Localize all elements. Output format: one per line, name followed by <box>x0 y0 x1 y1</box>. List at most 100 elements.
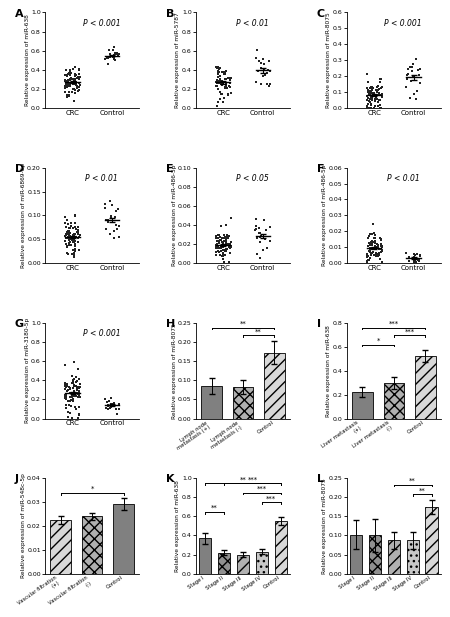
Bar <box>113 504 134 574</box>
Point <box>255 56 262 66</box>
Point <box>252 222 260 231</box>
Point <box>114 51 122 60</box>
Point <box>217 74 224 84</box>
Point <box>63 90 70 100</box>
Point <box>367 248 374 258</box>
Point <box>377 83 384 93</box>
Point <box>111 226 118 236</box>
Point <box>213 75 220 85</box>
Point <box>75 392 82 402</box>
Point <box>374 85 381 95</box>
Point <box>265 81 272 91</box>
Point <box>410 254 417 263</box>
Point <box>375 95 382 105</box>
Point <box>366 103 373 113</box>
Point <box>66 228 73 238</box>
Point <box>111 54 118 64</box>
Point <box>374 240 381 250</box>
Point <box>266 80 274 89</box>
Point <box>62 86 69 96</box>
Point <box>62 231 69 241</box>
Bar <box>415 356 436 418</box>
Point <box>217 79 225 89</box>
Point <box>212 240 219 250</box>
Point <box>63 379 70 389</box>
Point <box>414 86 421 96</box>
Point <box>61 218 68 228</box>
Point <box>213 81 220 91</box>
Point <box>107 399 114 409</box>
Point <box>225 90 232 100</box>
Bar <box>256 552 268 574</box>
Point <box>267 236 274 246</box>
Point <box>223 238 230 247</box>
Point <box>223 244 230 254</box>
Point <box>66 223 73 233</box>
Point <box>65 235 72 245</box>
Point <box>406 93 413 103</box>
Point <box>220 257 227 267</box>
Point <box>369 236 376 246</box>
Point <box>217 243 224 253</box>
Point <box>108 393 115 403</box>
Y-axis label: Relative expression of miR-486-5p: Relative expression of miR-486-5p <box>322 165 328 266</box>
Point <box>252 54 259 64</box>
Text: J: J <box>15 474 19 484</box>
Point <box>112 220 119 230</box>
Point <box>71 251 78 260</box>
Point <box>367 239 374 249</box>
Point <box>372 230 379 240</box>
Point <box>221 233 229 242</box>
Point <box>213 241 220 251</box>
Bar <box>407 540 419 574</box>
Text: **: ** <box>419 487 426 494</box>
Point <box>216 87 224 97</box>
Point <box>64 407 72 417</box>
Point <box>416 256 423 266</box>
Point <box>257 63 264 73</box>
Point <box>74 382 81 392</box>
Point <box>66 223 73 233</box>
Point <box>214 84 221 94</box>
Point <box>370 233 377 243</box>
Point <box>76 410 83 420</box>
Point <box>72 69 79 79</box>
Point <box>72 210 79 220</box>
Point <box>223 244 230 254</box>
Point <box>68 221 75 231</box>
Point <box>214 246 221 256</box>
Point <box>369 91 377 101</box>
Point <box>65 226 72 236</box>
Point <box>366 240 373 250</box>
Point <box>415 65 422 75</box>
Point <box>227 241 234 251</box>
Point <box>378 246 386 255</box>
Point <box>63 92 71 102</box>
Point <box>221 245 229 255</box>
Text: L: L <box>316 474 324 484</box>
Point <box>63 65 70 75</box>
Point <box>215 97 222 107</box>
Point <box>367 238 374 247</box>
Point <box>373 249 380 259</box>
Point <box>374 81 382 91</box>
Point <box>266 66 273 76</box>
Point <box>62 392 69 402</box>
Bar <box>388 540 400 574</box>
Point <box>76 80 83 90</box>
Point <box>366 229 373 239</box>
Point <box>376 103 383 113</box>
Point <box>368 91 375 101</box>
Point <box>363 256 370 266</box>
Point <box>72 77 80 87</box>
Y-axis label: Relative expression of miR-638: Relative expression of miR-638 <box>25 14 30 106</box>
Point <box>225 73 232 83</box>
Point <box>71 211 78 221</box>
Point <box>411 257 418 267</box>
Point <box>364 251 371 260</box>
Text: ***: *** <box>266 495 276 502</box>
Point <box>378 83 385 93</box>
Bar <box>350 535 362 574</box>
Point <box>363 257 370 267</box>
Point <box>71 236 78 246</box>
